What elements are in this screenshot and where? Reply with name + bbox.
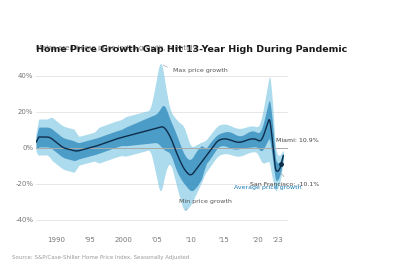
Text: San Francisco: -10.1%: San Francisco: -10.1% (250, 173, 320, 187)
Text: Source: S&P/Case-Shiller Home Price Index, Seasonally Adjusted: Source: S&P/Case-Shiller Home Price Inde… (12, 255, 189, 260)
Text: Home Price Growth Gap Hit 13-Year High During Pandemic: Home Price Growth Gap Hit 13-Year High D… (36, 45, 347, 54)
Text: Metro area home price index growth, monthly: Metro area home price index growth, mont… (36, 45, 197, 51)
Text: Average price growth: Average price growth (234, 185, 302, 190)
Text: Min price growth: Min price growth (179, 199, 232, 210)
Text: Max price growth: Max price growth (163, 65, 228, 73)
Text: Miami: 10.9%: Miami: 10.9% (276, 138, 319, 143)
